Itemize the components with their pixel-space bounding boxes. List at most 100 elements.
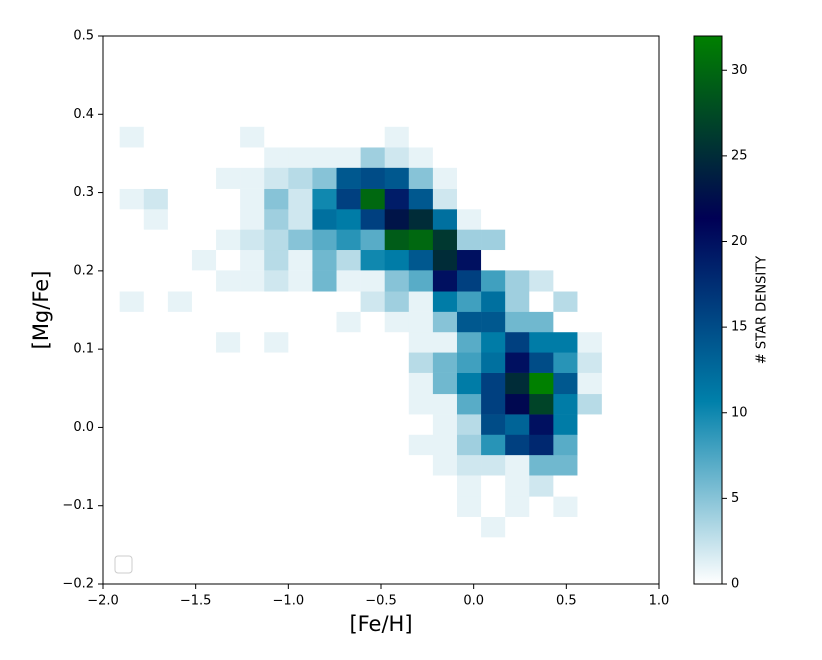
cell [384,167,410,189]
cell [384,393,410,415]
cell [264,516,289,538]
cell [481,496,506,517]
cell [553,496,578,517]
cell [408,414,434,435]
cell [505,372,530,395]
cell [167,126,193,148]
y-tick-label: 0.2 [73,263,94,278]
cell [119,393,145,415]
cell [240,454,265,476]
cell [577,393,602,415]
cell [240,209,265,230]
cell [432,393,458,415]
cell [577,270,602,292]
cell [529,414,554,435]
cell [360,475,386,497]
cell [481,209,506,230]
cell [481,414,506,435]
cell [240,475,265,497]
cell [288,311,313,333]
x-tick-label: 0.0 [463,594,484,609]
cell [408,147,434,168]
cell [240,229,265,251]
cell [240,270,265,292]
cell [191,249,217,271]
cell [384,475,410,497]
cell [553,414,578,435]
cell [119,229,145,251]
cell [360,434,386,456]
cell [553,126,578,148]
cell [408,167,434,189]
cell [432,209,458,230]
cell [577,291,602,312]
cell [481,270,506,292]
cell [143,188,169,210]
cell [312,209,337,230]
cell [264,209,289,230]
cell [167,516,193,538]
cell [360,229,386,251]
colorbar-tick-label: 0 [731,577,739,592]
cell [216,454,241,476]
cell [384,352,410,373]
cell [432,352,458,373]
cell [384,372,410,395]
cell [264,496,289,517]
cell [336,434,361,456]
cell [264,311,289,333]
cell [312,147,337,168]
cell [577,331,602,353]
cell [408,454,434,476]
cell [481,167,506,189]
cell [264,249,289,271]
cell [119,516,145,538]
cell [360,393,386,415]
cell [384,249,410,271]
cell [481,229,506,251]
cell [240,516,265,538]
cell [529,249,554,271]
cell [336,496,361,517]
cell [167,229,193,251]
cell [216,311,241,333]
cell [216,147,241,168]
cell [312,454,337,476]
colorbar-tick-label: 15 [731,320,748,335]
cell [360,352,386,373]
cell [167,291,193,312]
cell [336,188,361,210]
cell [456,229,482,251]
cell [167,147,193,168]
cell [119,270,145,292]
cell [191,291,217,312]
cell [456,249,482,271]
cell [360,331,386,353]
colorbar-tick-label: 25 [731,148,748,163]
cell [360,496,386,517]
y-tick-label: 0.0 [73,420,94,435]
cell [505,249,530,271]
cell [143,249,169,271]
cell [456,475,482,497]
cell [553,372,578,395]
cell [264,188,289,210]
x-tick-label: −1.0 [273,594,305,609]
cell [505,352,530,373]
cell [577,126,602,148]
cell [408,372,434,395]
cell [577,516,602,538]
cell [216,516,241,538]
cell [143,393,169,415]
cell [264,414,289,435]
cell [264,393,289,415]
cell [481,188,506,210]
cell [167,393,193,415]
cell [191,270,217,292]
cell [264,475,289,497]
cell [240,352,265,373]
cell [167,270,193,292]
cell [312,352,337,373]
cell [264,167,289,189]
